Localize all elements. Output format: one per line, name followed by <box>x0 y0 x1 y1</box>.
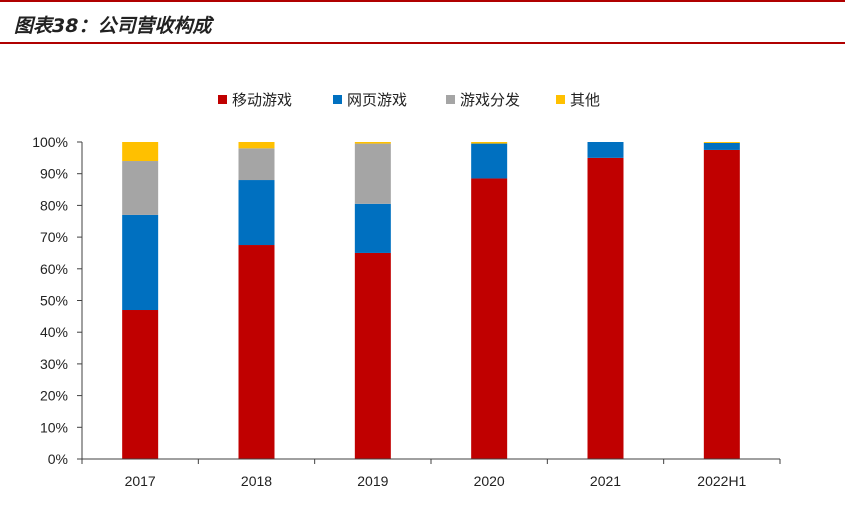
y-tick-label: 20% <box>40 388 68 404</box>
legend-swatch <box>333 95 342 104</box>
bar-segment <box>354 252 391 459</box>
bar-segment <box>354 142 391 144</box>
x-tick-label: 2020 <box>474 473 505 489</box>
x-tick-label: 2017 <box>125 473 156 489</box>
x-tick-label: 2021 <box>590 473 621 489</box>
y-tick-label: 100% <box>32 134 68 150</box>
y-tick-label: 90% <box>40 166 68 182</box>
y-tick-label: 50% <box>40 293 68 309</box>
bar-segment <box>354 203 391 253</box>
bar-segment <box>587 142 624 158</box>
y-tick-label: 30% <box>40 356 68 372</box>
bar-segment <box>703 142 740 143</box>
bar-segment <box>122 161 159 215</box>
bar-segment <box>471 178 508 459</box>
legend-swatch <box>556 95 565 104</box>
legend: 移动游戏 网页游戏 游戏分发 其他 <box>218 91 600 109</box>
x-tick-label: 2018 <box>241 473 272 489</box>
legend-swatch <box>218 95 227 104</box>
legend-label: 其他 <box>570 91 600 109</box>
y-tick-label: 40% <box>40 324 68 340</box>
legend-swatch <box>446 95 455 104</box>
bar-segment <box>703 142 740 150</box>
bar-segment <box>238 180 275 246</box>
bar-segment <box>354 143 391 204</box>
bar-segment <box>122 310 159 459</box>
y-tick-label: 80% <box>40 197 68 213</box>
x-tick-label: 2022H1 <box>697 473 746 489</box>
legend-label: 网页游戏 <box>347 91 407 109</box>
title-bar: 图表38：公司营收构成 <box>0 0 845 44</box>
bar-segment <box>238 245 275 459</box>
legend-label: 移动游戏 <box>232 91 292 109</box>
bar-segment <box>238 148 275 181</box>
bar-segment <box>238 142 275 149</box>
legend-label: 游戏分发 <box>460 91 520 109</box>
bar-segment <box>703 149 740 460</box>
bar-segment <box>587 157 624 459</box>
y-tick-label: 60% <box>40 261 68 277</box>
x-tick-label: 2019 <box>357 473 388 489</box>
bar-segment <box>471 143 508 179</box>
axes: 0% 10% 20% 30% 40% 50% 60% 70% 80% 90% 100% 2017 201… <box>32 134 781 489</box>
bar-segment <box>471 142 508 144</box>
y-tick-label: 0% <box>48 451 68 467</box>
y-tick-label: 10% <box>40 419 68 435</box>
y-tick-label: 70% <box>40 229 68 245</box>
bars <box>122 142 740 460</box>
bar-segment <box>122 142 159 162</box>
chart-title: 图表38：公司营收构成 <box>14 15 212 37</box>
bar-segment <box>122 214 159 311</box>
